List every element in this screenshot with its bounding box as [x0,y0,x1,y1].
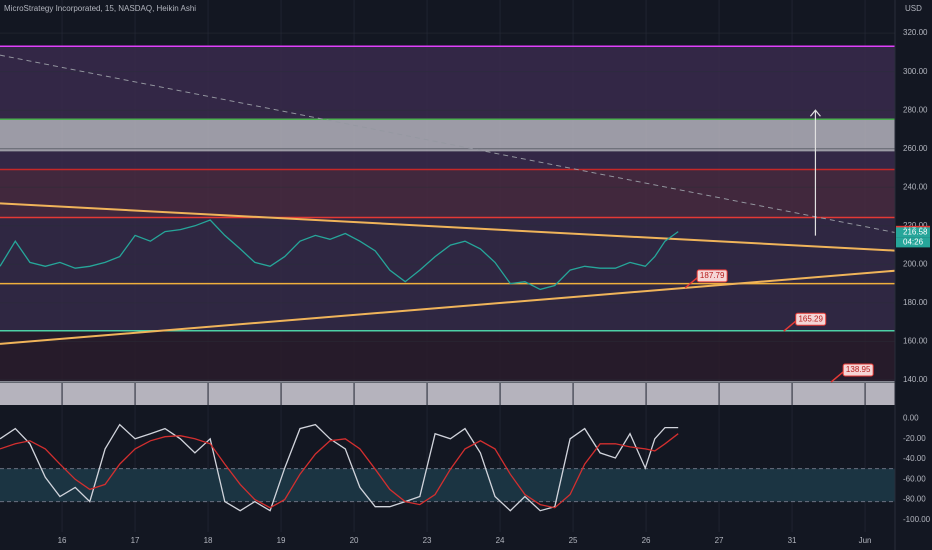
y-tick-label: -60.00 [903,474,926,483]
x-tick-label: Jun [859,536,872,545]
callout-label: 187.79 [700,271,725,280]
y-tick-label: 320.00 [903,28,928,37]
y-tick-label: 240.00 [903,182,928,191]
price-label: 216.58 [903,227,928,236]
x-tick-label: 23 [423,536,432,545]
countdown: 04:26 [903,237,924,246]
y-tick-label: -100.00 [903,515,931,524]
chart-title: MicroStrategy Incorporated, 15, NASDAQ, … [4,4,196,13]
series-line [0,219,679,291]
zone [0,46,895,120]
y-tick-label: 140.00 [903,375,928,384]
y-tick-label: 260.00 [903,144,928,153]
x-tick-label: 16 [58,536,67,545]
zone [0,217,895,331]
callout-label: 138.95 [846,365,871,374]
callout-box [842,363,874,377]
x-tick-label: 17 [131,536,140,545]
countdown-bg [896,237,930,248]
zone [0,151,895,170]
x-tick-label: 31 [788,536,797,545]
y-tick-label: 280.00 [903,105,928,114]
x-tick-label: 27 [715,536,724,545]
x-tick-label: 18 [204,536,213,545]
callout-pointer [684,277,698,289]
projection-arrow [809,109,821,236]
y-tick-label: 180.00 [903,298,928,307]
x-tick-label: 25 [569,536,578,545]
trend-line [0,54,896,233]
x-tick-label: 24 [496,536,505,545]
price-label-bg [896,227,930,238]
callout-label: 165.29 [798,314,823,323]
zone [0,330,895,382]
y-tick-label: 220.00 [903,221,928,230]
y-tick-label: -80.00 [903,495,926,504]
series-line [0,433,679,509]
x-tick-label: 26 [642,536,651,545]
currency: USD [905,4,922,13]
y-tick-label: 0.00 [903,414,919,423]
callout-box [696,269,728,283]
series-line [0,423,679,512]
trend-line [0,202,896,252]
y-tick-label: 200.00 [903,259,928,268]
x-tick-label: 20 [350,536,359,545]
x-tick-label: 19 [277,536,286,545]
callout-pointer [830,371,844,383]
y-tick-label: -20.00 [903,434,926,443]
zone [0,169,895,218]
callout-box [795,312,827,326]
panel-separator [0,383,895,405]
y-tick-label: -40.00 [903,454,926,463]
trend-line [0,269,896,345]
zone [0,119,895,152]
y-tick-label: 300.00 [903,67,928,76]
callout-pointer [783,320,797,332]
y-tick-label: 160.00 [903,336,928,345]
